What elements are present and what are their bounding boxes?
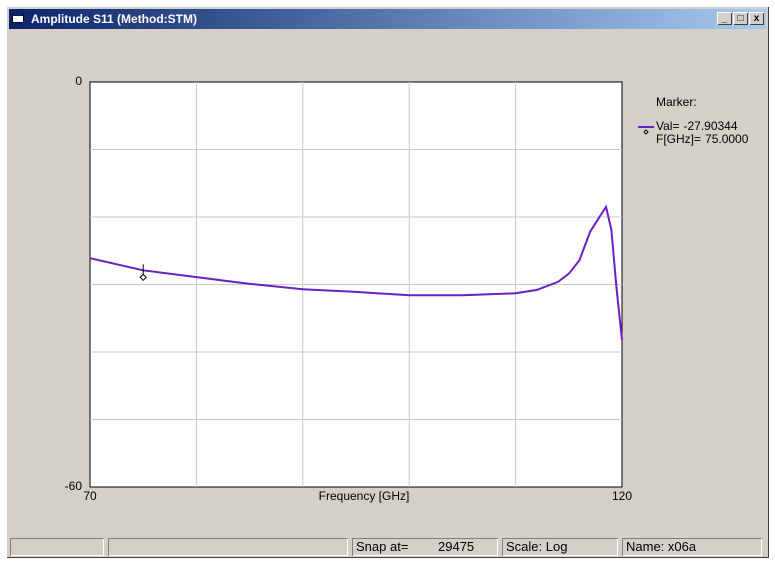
series-line bbox=[89, 204, 623, 340]
y-tick-label: 0 bbox=[75, 74, 82, 88]
x-axis-label: Frequency [GHz] bbox=[319, 489, 410, 503]
window-title: Amplitude S11 (Method:STM) bbox=[31, 12, 197, 26]
snap-value: 29475 bbox=[438, 539, 475, 554]
legend-marker bbox=[643, 129, 649, 135]
x-tick-label: 120 bbox=[612, 489, 632, 503]
marker-point bbox=[139, 273, 147, 282]
y-tick-label: -60 bbox=[65, 479, 83, 493]
snap-label: Snap at= bbox=[356, 539, 409, 554]
status-pane bbox=[10, 538, 104, 556]
marker-title: Marker: bbox=[656, 95, 697, 109]
marker-value: Val= -27.90344 bbox=[656, 119, 738, 133]
marker-frequency: F[GHz]= 75.0000 bbox=[656, 132, 749, 146]
status-bar: Snap at= 29475 Scale: Log Name: x06a bbox=[6, 536, 769, 558]
snap-pane: Snap at= 29475 bbox=[352, 538, 498, 556]
window-icon bbox=[12, 13, 24, 23]
maximize-button[interactable]: □ bbox=[733, 12, 748, 25]
status-pane bbox=[108, 538, 348, 556]
title-bar: Amplitude S11 (Method:STM) _ □ x bbox=[9, 9, 766, 29]
x-tick-label: 70 bbox=[83, 489, 97, 503]
minimize-button[interactable]: _ bbox=[717, 12, 732, 25]
close-button[interactable]: x bbox=[749, 12, 764, 25]
window: Amplitude S11 (Method:STM) _ □ x Frequen… bbox=[6, 6, 769, 558]
scale-pane: Scale: Log bbox=[502, 538, 618, 556]
name-pane: Name: x06a bbox=[622, 538, 762, 556]
